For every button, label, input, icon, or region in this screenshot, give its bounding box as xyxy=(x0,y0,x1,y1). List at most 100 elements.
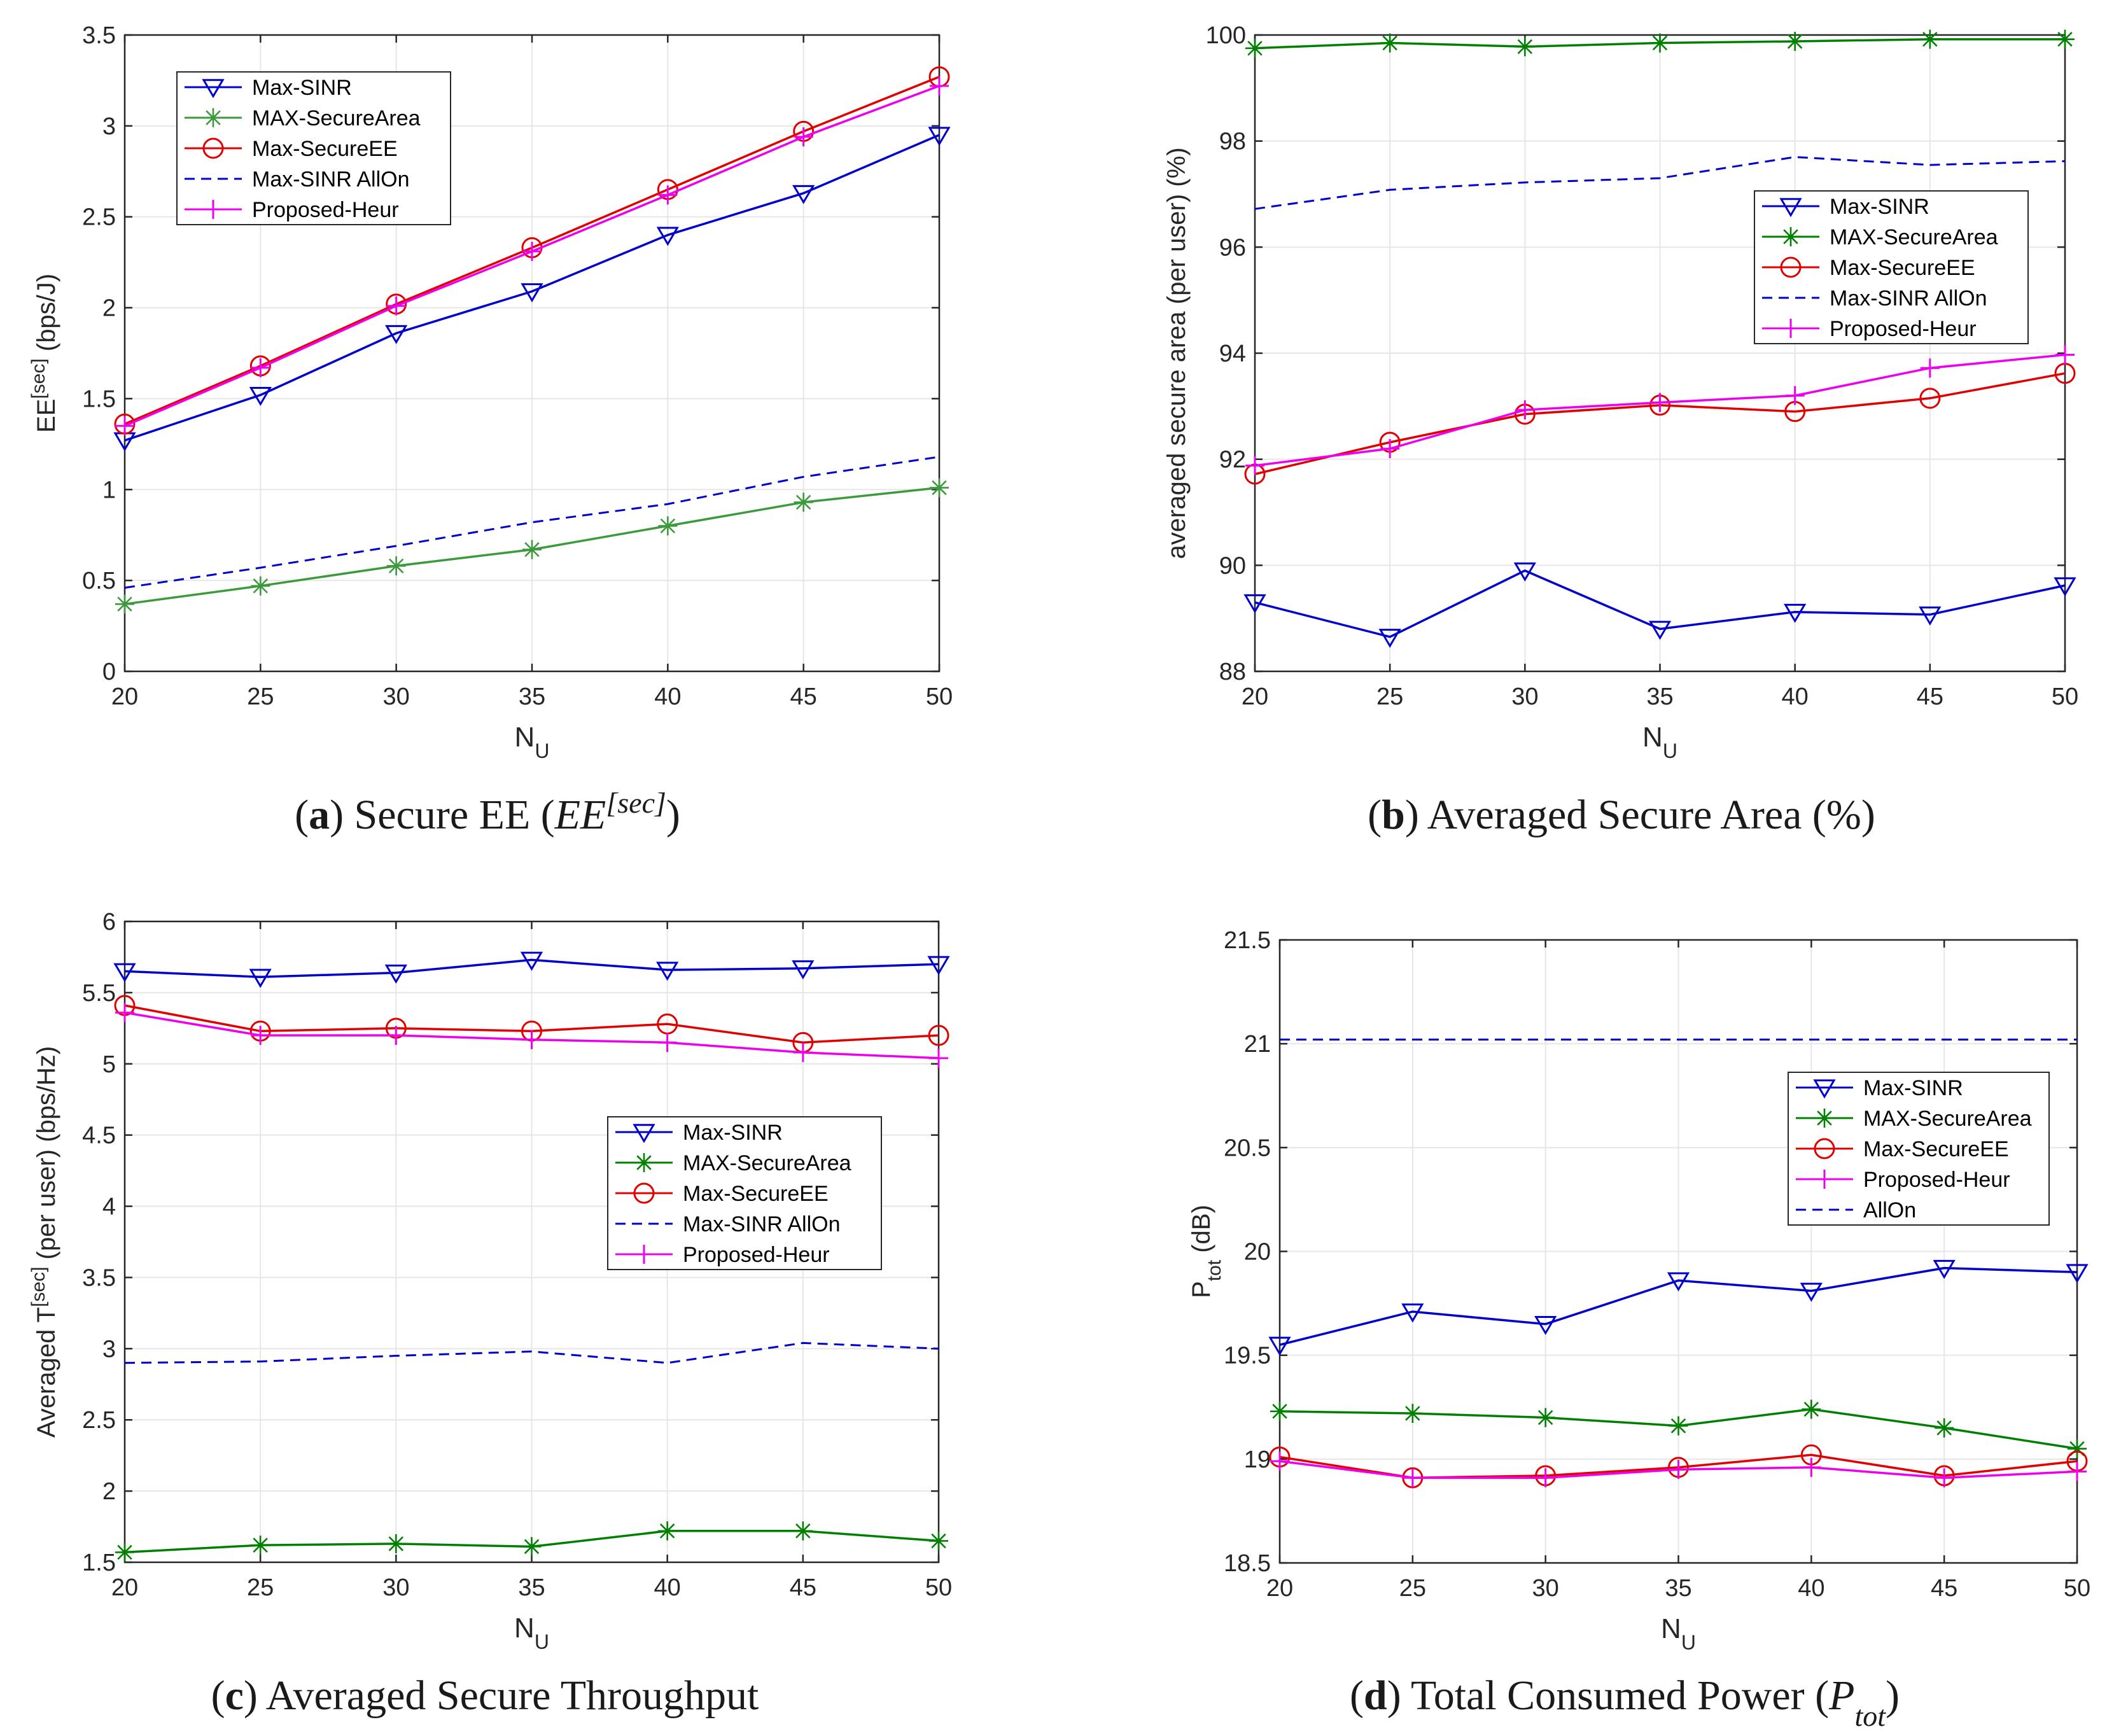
legend-marker xyxy=(202,137,224,159)
data-point xyxy=(1669,1460,1688,1480)
x-tick-label: 45 xyxy=(790,683,817,710)
y-tick-label: 20.5 xyxy=(1224,1135,1271,1161)
data-point xyxy=(249,386,272,406)
series-line xyxy=(1254,569,2066,638)
legend-label: Max-SINR xyxy=(683,1121,783,1145)
legend-label: Proposed-Heur xyxy=(252,198,399,222)
data-point xyxy=(115,1543,134,1562)
x-tick-label: 50 xyxy=(2064,1575,2090,1602)
data-point xyxy=(1515,37,1535,57)
data-point xyxy=(2066,1264,2089,1284)
y-tick-label: 88 xyxy=(1219,659,1246,685)
data-point xyxy=(1378,629,1401,648)
series-max-sinr xyxy=(1268,1259,2089,1356)
legend-label: Max-SecureEE xyxy=(1830,256,1975,280)
data-point xyxy=(386,1026,406,1046)
legend-marker xyxy=(1780,256,1802,278)
legend-marker xyxy=(633,1124,655,1144)
data-point xyxy=(1270,1452,1289,1471)
y-axis-label: averaged secure area (per user) (%) xyxy=(1163,148,1191,559)
legend-label: Max-SINR xyxy=(252,76,352,100)
legend-marker xyxy=(202,79,225,99)
data-point xyxy=(386,556,406,576)
y-tick-label: 21.5 xyxy=(1224,927,1271,954)
data-point xyxy=(1935,1418,1954,1438)
data-point xyxy=(251,1536,270,1555)
legend-marker xyxy=(1815,1170,1834,1189)
data-point xyxy=(792,960,815,980)
x-tick-label: 25 xyxy=(247,1574,274,1601)
x-tick-label: 45 xyxy=(1931,1575,1957,1602)
data-point xyxy=(1802,1457,1821,1477)
y-axis-label: EE[sec] (bps/J) xyxy=(28,274,61,433)
legend-label: Max-SecureEE xyxy=(1863,1137,2009,1161)
legend-marker xyxy=(204,200,223,219)
y-tick-label: 0.5 xyxy=(82,568,116,594)
y-tick-label: 4 xyxy=(102,1194,116,1221)
y-tick-label: 2.5 xyxy=(82,1407,116,1434)
legend-marker xyxy=(1813,1079,1836,1099)
y-tick-label: 94 xyxy=(1219,340,1246,367)
y-tick-label: 2 xyxy=(102,1478,116,1505)
y-tick-label: 2.5 xyxy=(82,204,116,231)
x-tick-label: 20 xyxy=(111,683,138,710)
legend-label: MAX-SecureArea xyxy=(1863,1107,2032,1131)
legend-label: Max-SINR AllOn xyxy=(1830,286,1987,311)
data-point xyxy=(929,1048,948,1068)
data-point xyxy=(1534,1315,1557,1335)
x-tick-label: 35 xyxy=(518,1574,545,1601)
data-point xyxy=(1245,456,1264,475)
y-axis-label: Averaged T[sec] (per user) (bps/Hz) xyxy=(28,1046,61,1438)
x-tick-label: 30 xyxy=(1511,683,1538,710)
y-tick-label: 3.5 xyxy=(82,1264,116,1291)
legend-label: Max-SINR xyxy=(1863,1076,1963,1100)
legend-marker xyxy=(1781,319,1800,338)
legend-label: MAX-SecureArea xyxy=(683,1151,851,1175)
y-tick-label: 20 xyxy=(1244,1239,1271,1266)
data-point xyxy=(792,185,815,204)
x-axis-label: NU xyxy=(514,1613,549,1653)
data-point xyxy=(115,594,134,614)
data-point xyxy=(1648,620,1672,640)
data-point xyxy=(1784,603,1807,623)
y-tick-label: 4.5 xyxy=(82,1123,116,1149)
legend-label: MAX-SecureArea xyxy=(1830,225,1998,249)
y-tick-label: 19.5 xyxy=(1224,1343,1271,1369)
series-max-securearea xyxy=(115,478,949,614)
x-tick-label: 30 xyxy=(1532,1575,1559,1602)
series-proposed-heur xyxy=(115,1003,948,1068)
data-point xyxy=(115,416,134,436)
x-tick-label: 45 xyxy=(1917,683,1943,710)
legend: Max-SINR MAX-SecureArea Max-SecureEE Propos… xyxy=(1788,1072,2050,1226)
data-point xyxy=(657,1521,677,1541)
x-tick-label: 45 xyxy=(790,1574,816,1601)
series-proposed-heur xyxy=(1245,345,2075,475)
data-point xyxy=(249,969,272,988)
legend-label: Max-SINR AllOn xyxy=(683,1212,841,1236)
data-point xyxy=(2068,1439,2087,1459)
x-tick-label: 50 xyxy=(926,683,953,710)
series-max-sinr xyxy=(1243,562,2076,648)
data-point xyxy=(1513,562,1536,582)
data-point xyxy=(930,76,949,95)
x-axis-label: NU xyxy=(1642,722,1677,762)
legend: Max-SINR MAX-SecureArea Max-SecureEE Max-SI… xyxy=(176,71,451,225)
legend-label: Proposed-Heur xyxy=(683,1243,830,1267)
series-max-sinr-allon xyxy=(124,1341,939,1364)
caption-b: (b) Averaged Secure Area (%) xyxy=(1368,792,1875,838)
y-tick-label: 5.5 xyxy=(82,980,116,1007)
caption-a: (a) Secure EE (EE[sec]) xyxy=(295,787,680,839)
legend-marker xyxy=(633,1182,655,1204)
y-tick-label: 5 xyxy=(102,1051,116,1078)
x-tick-label: 50 xyxy=(925,1574,952,1601)
data-point xyxy=(1919,606,1942,626)
data-point xyxy=(793,1042,813,1062)
y-tick-label: 18.5 xyxy=(1224,1550,1271,1577)
data-point xyxy=(385,325,408,344)
data-point xyxy=(2068,1462,2087,1481)
data-point xyxy=(1800,1282,1823,1302)
x-tick-label: 40 xyxy=(1782,683,1809,710)
data-point xyxy=(251,358,270,377)
data-point xyxy=(1667,1272,1690,1292)
legend-marker xyxy=(204,108,223,127)
